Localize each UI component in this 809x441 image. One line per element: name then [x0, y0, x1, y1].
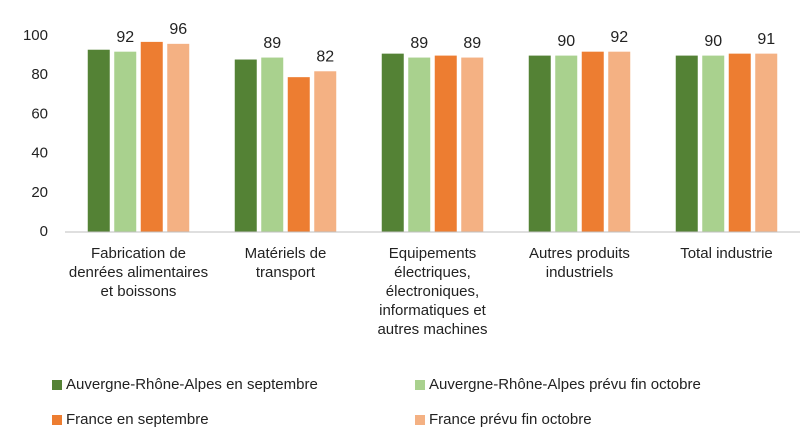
bar	[675, 55, 698, 232]
y-tick-label: 20	[31, 184, 48, 201]
bar	[702, 55, 725, 232]
y-tick-label: 40	[31, 145, 48, 162]
legend-label: France en septembre	[66, 411, 209, 428]
bar	[167, 43, 190, 233]
bar	[287, 77, 310, 232]
bar	[555, 55, 578, 232]
legend-label: France prévu fin octobre	[429, 411, 592, 428]
data-label: 91	[757, 31, 775, 48]
bar	[755, 53, 778, 232]
bar	[140, 41, 163, 232]
bar	[114, 51, 137, 233]
bar	[581, 51, 604, 233]
legend-label: Auvergne-Rhône-Alpes prévu fin octobre	[429, 376, 701, 393]
bar	[728, 53, 751, 232]
bar	[434, 55, 457, 232]
bar	[261, 57, 284, 233]
bar	[314, 71, 337, 232]
data-label: 92	[116, 29, 134, 46]
x-tick-label: Autres produits industriels	[529, 245, 630, 281]
legend-swatch	[415, 415, 425, 425]
legend-label: Auvergne-Rhône-Alpes en septembre	[66, 376, 318, 393]
legend-swatch	[52, 380, 62, 390]
legend-swatch	[52, 415, 62, 425]
x-tick-label: Equipements électriques, électroniques, …	[377, 245, 488, 338]
y-tick-label: 60	[31, 105, 48, 122]
data-label: 82	[316, 48, 334, 65]
bar	[528, 55, 551, 232]
data-label: 92	[610, 29, 628, 46]
x-tick-label: Fabrication de denrées alimentaires et b…	[68, 245, 209, 300]
data-label: 90	[557, 33, 575, 50]
y-tick-label: 0	[40, 223, 48, 240]
bar	[408, 57, 431, 233]
x-tick-label: Total industrie	[680, 245, 773, 262]
bar	[87, 49, 110, 232]
bar	[234, 59, 257, 232]
bar	[461, 57, 484, 233]
data-label: 89	[410, 35, 428, 52]
bar	[608, 51, 631, 233]
data-label: 96	[169, 21, 187, 38]
bar	[381, 53, 404, 232]
data-label: 89	[463, 35, 481, 52]
data-label: 89	[263, 35, 281, 52]
x-tick-label: Matériels de transport	[244, 245, 327, 281]
data-label: 90	[704, 33, 722, 50]
legend-swatch	[415, 380, 425, 390]
y-tick-label: 80	[31, 66, 48, 83]
y-tick-label: 100	[23, 27, 48, 44]
